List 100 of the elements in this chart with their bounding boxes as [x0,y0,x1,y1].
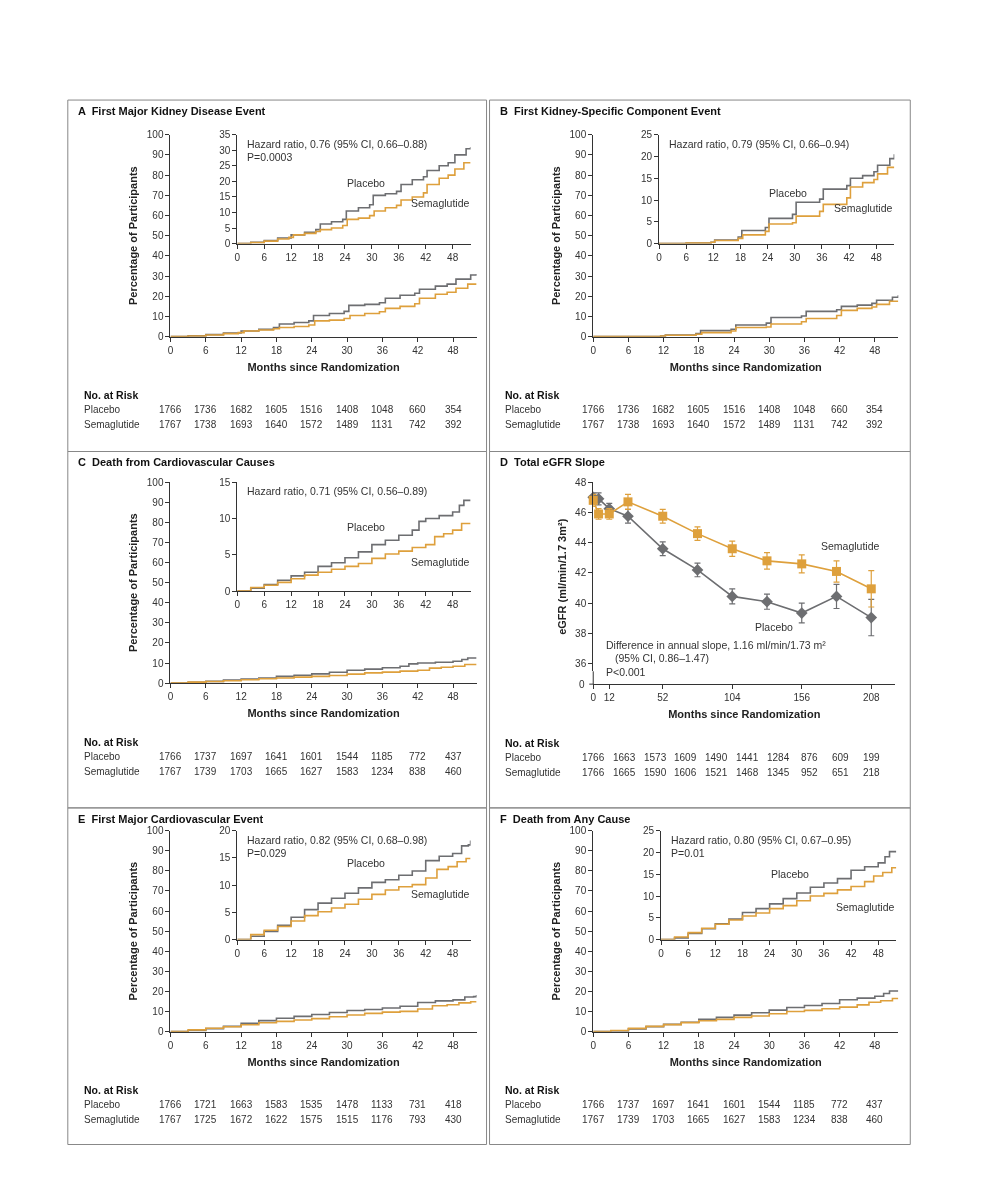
x-tick-label: 42 [412,344,424,356]
text: No. at Risk [84,389,139,401]
y-tick-label: 10 [152,1006,164,1018]
y-tick-label: 60 [575,905,587,917]
x-tick-label: 18 [693,1039,705,1051]
x-tick-label: 12 [235,691,248,703]
y-tick-label: 50 [575,925,587,937]
x-tick-label: 18 [270,691,283,703]
x-tick-label: 36 [376,691,389,703]
y-axis-title: Percentage of Participants [127,513,140,653]
y-tick-label: 15 [640,172,653,184]
x-tick-label: 42 [834,1039,846,1051]
x-tick-label: 30 [366,251,378,263]
y-tick-label: 0 [646,238,653,250]
y-tick-label: 100 [569,825,587,837]
chart-title: D Total eGFR Slope [500,456,605,468]
y-tick-label: 20 [575,985,587,997]
annotation: P<0.001 [606,666,646,678]
x-tick-label: 12 [235,344,248,356]
chart-title: C Death from Cardiovascular Causes [78,456,275,468]
x-tick-label: 48 [447,599,459,611]
y-tick-label: 10 [219,206,231,218]
x-tick-label: 12 [235,1039,248,1051]
x-tick-label: 0 [590,344,597,356]
x-tick-label: 6 [261,947,268,959]
annotation: P=0.01 [671,847,705,859]
y-tick-label: 20 [152,637,164,649]
y-tick-label: 60 [152,557,164,569]
x-tick-label: 42 [843,251,856,263]
x-tick-label: 52 [657,692,669,704]
x-tick-label: 48 [447,1039,460,1051]
annotation: P=0.029 [247,847,287,859]
y-tick-label: 0 [648,934,655,946]
x-tick-label: 18 [736,947,749,959]
y-axis-title: Percentage of Participants [550,166,563,306]
x-tick-label: 6 [203,344,210,356]
chart-title: E First Major Cardiovascular Event [78,813,264,825]
x-tick-label: 18 [312,599,325,611]
x-tick-label: 18 [734,251,747,263]
y-tick-label: 46 [575,506,587,518]
x-tick-label: 0 [234,947,241,959]
x-tick-label: 48 [447,947,459,959]
text: Placebo 1766 1737 1697 1641 1601 1544 1185 772 437 [505,1099,883,1110]
x-tick-label: 42 [845,947,858,959]
y-tick-label: 30 [152,965,164,977]
x-tick-label: 24 [764,947,776,959]
series-label: Semaglutide [411,197,470,209]
y-tick-label: 0 [224,934,231,946]
x-tick-label: 18 [693,344,705,356]
x-tick-label: 24 [728,1039,741,1051]
y-tick-label: 70 [152,189,164,201]
y-axis-title: eGFR (ml/min/1.7 3m²) [555,518,568,635]
x-tick-label: 24 [762,251,774,263]
text: No. at Risk [505,737,560,749]
x-tick-label: 36 [818,947,830,959]
y-tick-label: 80 [575,169,587,181]
chart-title: A First Major Kidney Disease Event [78,105,266,117]
x-tick-label: 6 [625,344,632,356]
x-tick-label: 0 [167,1039,174,1051]
y-tick-label: 90 [575,845,587,857]
x-tick-label: 12 [603,692,616,704]
x-tick-label: 208 [862,692,881,704]
y-tick-label: 50 [152,925,164,937]
x-tick-label: 12 [285,251,298,263]
x-tick-label: 6 [203,691,210,703]
x-tick-label: 0 [234,251,241,263]
x-axis-title: Months since Randomization [669,1055,823,1068]
x-axis-title: Months since Randomization [247,1055,400,1068]
y-tick-label: 30 [152,617,164,629]
x-tick-label: 104 [723,692,742,704]
x-tick-label: 48 [869,1039,881,1051]
x-tick-label: 42 [834,344,846,356]
text: Semaglutide 1767 1739 1703 1665 1627 1583 1234 838 460 [505,1114,883,1125]
series-label: Placebo [769,187,808,199]
y-tick-label: 70 [152,885,164,897]
y-tick-label: 25 [640,129,653,141]
y-tick-label: 20 [152,290,164,302]
x-axis-title: Months since Randomization [669,360,823,373]
series-label: Placebo [347,521,386,533]
text: Semaglutide 1767 1738 1693 1640 1572 1489 1131 742 392 [505,419,883,430]
x-tick-label: 6 [685,947,692,959]
x-tick-label: 6 [203,1039,210,1051]
y-tick-label: 70 [575,189,587,201]
x-tick-label: 12 [707,251,720,263]
x-tick-label: 18 [312,947,325,959]
x-tick-label: 6 [261,251,268,263]
annotation: Hazard ratio, 0.76 (95% CI, 0.66–0.88) [247,138,428,150]
y-tick-label: 10 [152,310,164,322]
chart-title: B First Kidney-Specific Component Event [500,105,721,117]
text: No. at Risk [505,1084,560,1096]
y-tick-label: 44 [575,537,587,549]
x-tick-label: 30 [791,947,803,959]
y-tick-label: 40 [575,945,587,957]
text: Semaglutide 1767 1725 1672 1622 1575 1515 1176 793 430 [84,1114,462,1125]
x-tick-label: 30 [366,947,378,959]
y-tick-label: 0 [157,1026,164,1038]
x-tick-label: 48 [869,344,881,356]
y-tick-label: 38 [575,627,587,639]
y-tick-label: 100 [569,129,587,141]
y-tick-label: 20 [642,846,655,858]
